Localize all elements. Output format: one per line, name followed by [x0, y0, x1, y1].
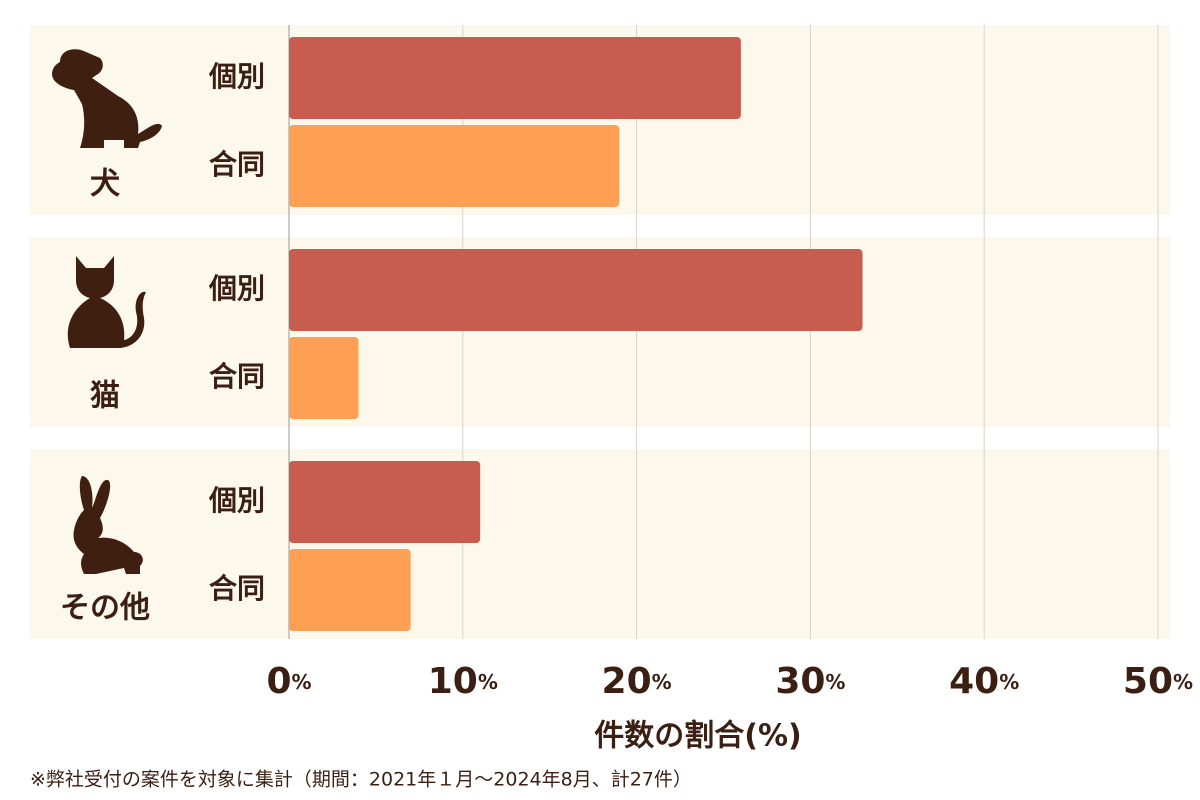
- tick-unit: %: [478, 670, 498, 694]
- category-label: 犬: [90, 167, 120, 202]
- tick-number: 10: [428, 661, 478, 702]
- series-label: 合同: [209, 572, 265, 605]
- icons: [52, 49, 162, 574]
- rabbit-icon: [73, 476, 143, 574]
- x-tick-label: 10%: [428, 661, 498, 702]
- tick-number: 20: [602, 661, 652, 702]
- tick-number: 50: [1123, 661, 1173, 702]
- category-label: その他: [60, 591, 150, 626]
- x-tick-label: 0%: [266, 661, 311, 702]
- footnote: ※弊社受付の案件を対象に集計（期間：2021年１月～2024年8月、計27件）: [30, 769, 692, 791]
- tick-number: 30: [775, 661, 825, 702]
- tick-number: 40: [949, 661, 999, 702]
- group-panel: [30, 449, 1170, 639]
- tick-unit: %: [292, 670, 312, 694]
- tick-unit: %: [1173, 670, 1193, 694]
- tick-number: 0: [266, 661, 291, 702]
- tick-unit: %: [825, 670, 845, 694]
- bar: [289, 549, 411, 631]
- series-label: 個別: [208, 272, 265, 305]
- x-tick-label: 50%: [1123, 661, 1193, 702]
- x-tick-label: 40%: [949, 661, 1019, 702]
- bar: [289, 37, 741, 119]
- series-label: 合同: [209, 360, 265, 393]
- tick-unit: %: [652, 670, 672, 694]
- series-label: 合同: [209, 148, 265, 181]
- dog-icon: [52, 49, 162, 149]
- cat-icon: [67, 256, 146, 348]
- bar: [289, 249, 863, 331]
- bar: [289, 337, 359, 419]
- series-label: 個別: [208, 60, 265, 93]
- tick-unit: %: [999, 670, 1019, 694]
- bar: [289, 125, 620, 207]
- x-axis-title: 件数の割合(%): [594, 719, 801, 754]
- category-label: 猫: [90, 379, 120, 414]
- x-tick-label: 30%: [775, 661, 845, 702]
- x-tick-label: 20%: [602, 661, 672, 702]
- series-label: 個別: [208, 484, 265, 517]
- bar: [289, 461, 481, 543]
